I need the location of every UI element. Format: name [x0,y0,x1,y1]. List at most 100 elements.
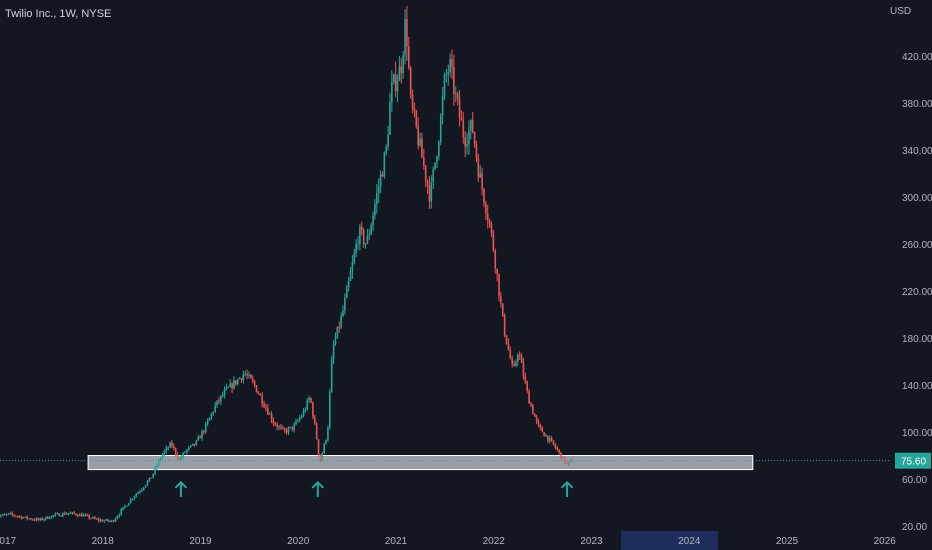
candle-body [65,513,68,515]
candle-body [345,287,348,299]
candle-body [436,156,438,163]
y-tick-label: 180.00 [902,334,932,345]
candle-body [413,107,416,111]
x-tick-label: 2026 [874,536,897,547]
candle-body [370,225,372,235]
candle-body [494,250,497,269]
candle-body [406,19,408,47]
candle-body [528,391,530,404]
candle-body [148,477,151,482]
candle-body [161,454,164,458]
candle-body [470,120,472,131]
candle-body [368,234,371,237]
candle-body [152,473,154,478]
candle-body [122,507,124,510]
candle-body [302,410,305,417]
candle-body [50,515,53,519]
candle-body [248,374,250,376]
candle-body [274,423,277,426]
x-tick-label: 2018 [92,536,115,547]
y-tick-label: 300.00 [902,193,932,204]
candle-body [221,395,224,397]
candle-body [103,520,106,522]
candle-body [283,428,286,431]
candle-body [477,157,480,178]
candle-body [43,519,45,521]
candle-body [336,326,339,339]
candle-body [48,518,51,520]
candle-body [426,180,429,186]
candle-body [458,99,461,118]
candle-body [500,296,502,304]
candle-body [319,454,322,461]
currency-label: USD [890,6,911,17]
candle-body [261,395,263,404]
candle-body [417,126,419,146]
candle-body [156,465,158,468]
candle-body [203,431,205,433]
candle-body [327,427,329,440]
candle-body [37,518,40,520]
candle-body [52,515,55,517]
candle-body [63,513,66,515]
candle-body [216,400,218,406]
candle-body [32,519,34,521]
candle-body [313,416,316,424]
candle-body [105,519,107,521]
candle-body [240,378,243,381]
candle-body [118,514,121,517]
candle-body [84,514,87,516]
candle-body [18,516,21,518]
candle-body [133,496,136,499]
candle-body [225,387,228,390]
candle-body [511,358,513,365]
x-tick-label: 2023 [580,536,603,547]
candle-body [242,374,245,381]
x-tick-label: 2022 [483,536,506,547]
candle-body [235,380,237,385]
candle-body [287,427,290,433]
candle-body [387,134,389,147]
candle-body [567,461,570,464]
candle-body [520,355,523,363]
candle-body [306,400,309,410]
candle-body [214,405,216,412]
candle-body [135,494,138,497]
candle-body [344,298,346,311]
candle-body [391,82,393,103]
candle-body [443,74,446,97]
candle-body [347,280,350,288]
candle-body [47,516,49,519]
candle-body [321,453,324,461]
candle-body [280,426,282,428]
candle-body [0,515,2,517]
candle-body [498,274,500,297]
candle-body [532,405,534,414]
candle-body [13,514,15,516]
candle-body [415,110,418,127]
candle-body [26,516,28,519]
candle-body [505,335,508,344]
candle-body [481,173,483,189]
support-zone[interactable] [87,455,754,471]
candle-body [266,408,269,415]
candle-body [548,438,551,442]
candle-body [517,354,519,362]
candle-body [562,456,564,459]
candle-body [195,440,198,446]
candle-body [15,515,17,517]
candle-body [268,413,271,415]
candle-body [289,426,292,428]
candle-body [126,505,128,507]
candle-body [144,484,147,488]
candle-body [167,447,169,449]
candle-body [97,519,100,521]
candle-body [329,392,331,428]
candle-body [184,452,186,454]
candle-body [468,130,470,145]
candle-body [208,417,211,421]
candle-body [210,413,213,418]
candle-body [407,46,410,68]
candle-body [39,518,42,520]
